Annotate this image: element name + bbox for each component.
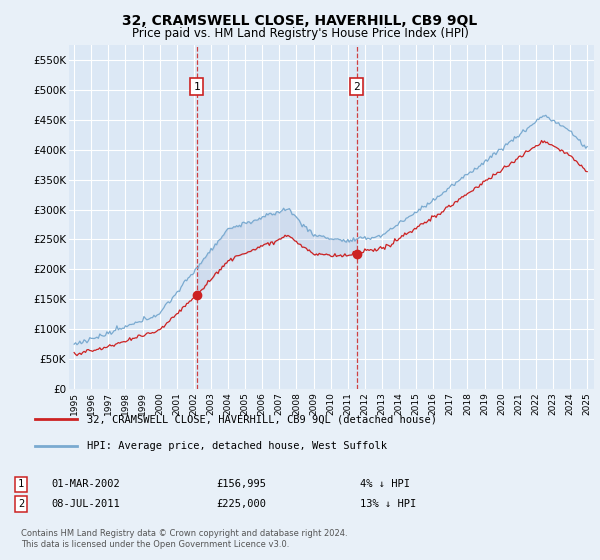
Text: 1: 1 [18,479,24,489]
Text: 2: 2 [18,499,24,509]
Text: 13% ↓ HPI: 13% ↓ HPI [360,499,416,509]
Text: £156,995: £156,995 [216,479,266,489]
Text: 2: 2 [353,82,360,92]
Text: 1: 1 [193,82,200,92]
Text: £225,000: £225,000 [216,499,266,509]
Text: 08-JUL-2011: 08-JUL-2011 [51,499,120,509]
Text: Price paid vs. HM Land Registry's House Price Index (HPI): Price paid vs. HM Land Registry's House … [131,27,469,40]
Text: 01-MAR-2002: 01-MAR-2002 [51,479,120,489]
Text: 32, CRAMSWELL CLOSE, HAVERHILL, CB9 9QL (detached house): 32, CRAMSWELL CLOSE, HAVERHILL, CB9 9QL … [88,414,437,424]
Text: 32, CRAMSWELL CLOSE, HAVERHILL, CB9 9QL: 32, CRAMSWELL CLOSE, HAVERHILL, CB9 9QL [122,14,478,28]
Text: HPI: Average price, detached house, West Suffolk: HPI: Average price, detached house, West… [88,441,388,451]
Text: 4% ↓ HPI: 4% ↓ HPI [360,479,410,489]
Text: Contains HM Land Registry data © Crown copyright and database right 2024.
This d: Contains HM Land Registry data © Crown c… [21,529,347,549]
